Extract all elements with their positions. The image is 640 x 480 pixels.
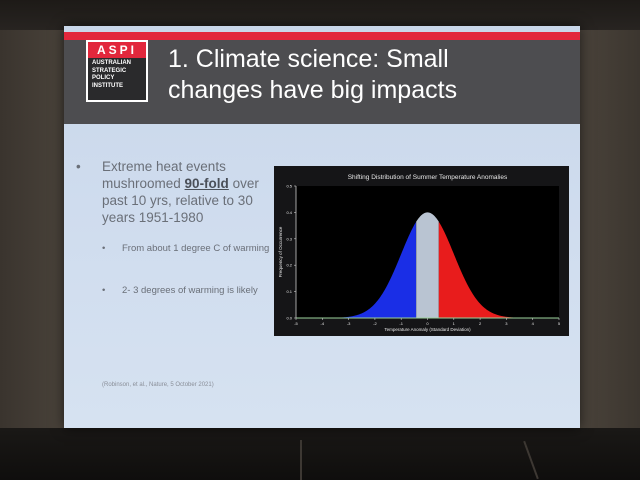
room-wall-right	[578, 30, 640, 450]
x-tick-label: 0	[426, 321, 429, 326]
distribution-chart: -5 -4 -3 -2 -1 0 1 2 3 4 5 0.0 0.1 0.2 0.3 0.4 0.5 Shifti…	[278, 174, 561, 332]
aspi-logo: ASPI AUSTRALIAN STRATEGIC POLICY INSTITU…	[86, 40, 148, 102]
x-tick-label: -1	[399, 321, 403, 326]
x-tick-label: -4	[321, 321, 325, 326]
y-tick-label: 0.5	[286, 184, 292, 189]
stand-leg	[300, 440, 302, 480]
x-tick-label: 3	[505, 321, 508, 326]
x-tick-label: -5	[294, 321, 298, 326]
title-line-2: changes have big impacts	[168, 76, 458, 104]
bullet-text: Extreme heat events mushroomed 90-fold o…	[102, 159, 259, 225]
segment-cold	[296, 222, 417, 318]
y-tick-label: 0.1	[286, 289, 292, 294]
logo-text: AUSTRALIAN STRATEGIC POLICY INSTITUTE	[92, 60, 131, 89]
projection-screen: ASPI AUSTRALIAN STRATEGIC POLICY INSTITU…	[64, 26, 580, 428]
y-tick-label: 0.3	[286, 236, 292, 241]
room-wall-left	[0, 30, 68, 450]
x-tick-label: 2	[479, 321, 482, 326]
bullet-dot: •	[76, 159, 81, 174]
slide-header: ASPI AUSTRALIAN STRATEGIC POLICY INSTITU…	[64, 40, 580, 124]
y-axis-label: Frequency of Occurrence	[278, 226, 283, 277]
x-tick-label: 5	[558, 321, 561, 326]
x-tick-label: 1	[453, 321, 456, 326]
y-tick-label: 0.0	[286, 316, 292, 321]
slide-title: 1. Climate science: Small changes have b…	[168, 44, 568, 106]
y-tick-label: 0.4	[286, 210, 292, 215]
segment-hot	[438, 221, 559, 318]
x-tick-label: -2	[373, 321, 377, 326]
chart-title: Shifting Distribution of Summer Temperat…	[348, 174, 508, 181]
accent-bar	[64, 32, 580, 40]
citation: (Robinson, et al., Nature, 5 October 202…	[102, 382, 214, 388]
room-floor	[0, 428, 640, 480]
x-tick-label: 4	[532, 321, 535, 326]
x-tick-label: -3	[347, 321, 351, 326]
chart-frame: -5 -4 -3 -2 -1 0 1 2 3 4 5 0.0 0.1 0.2 0.3 0.4 0.5 Shifti…	[274, 166, 569, 336]
x-axis-label: Temperature Anomaly (Standard Deviation)	[384, 327, 471, 332]
bullet-emphasis: 90-fold	[184, 176, 229, 191]
segment-normal	[416, 212, 439, 318]
y-tick-label: 0.2	[286, 263, 292, 268]
title-line-1: 1. Climate science: Small	[168, 45, 449, 73]
logo-abbrev: ASPI	[88, 42, 146, 58]
